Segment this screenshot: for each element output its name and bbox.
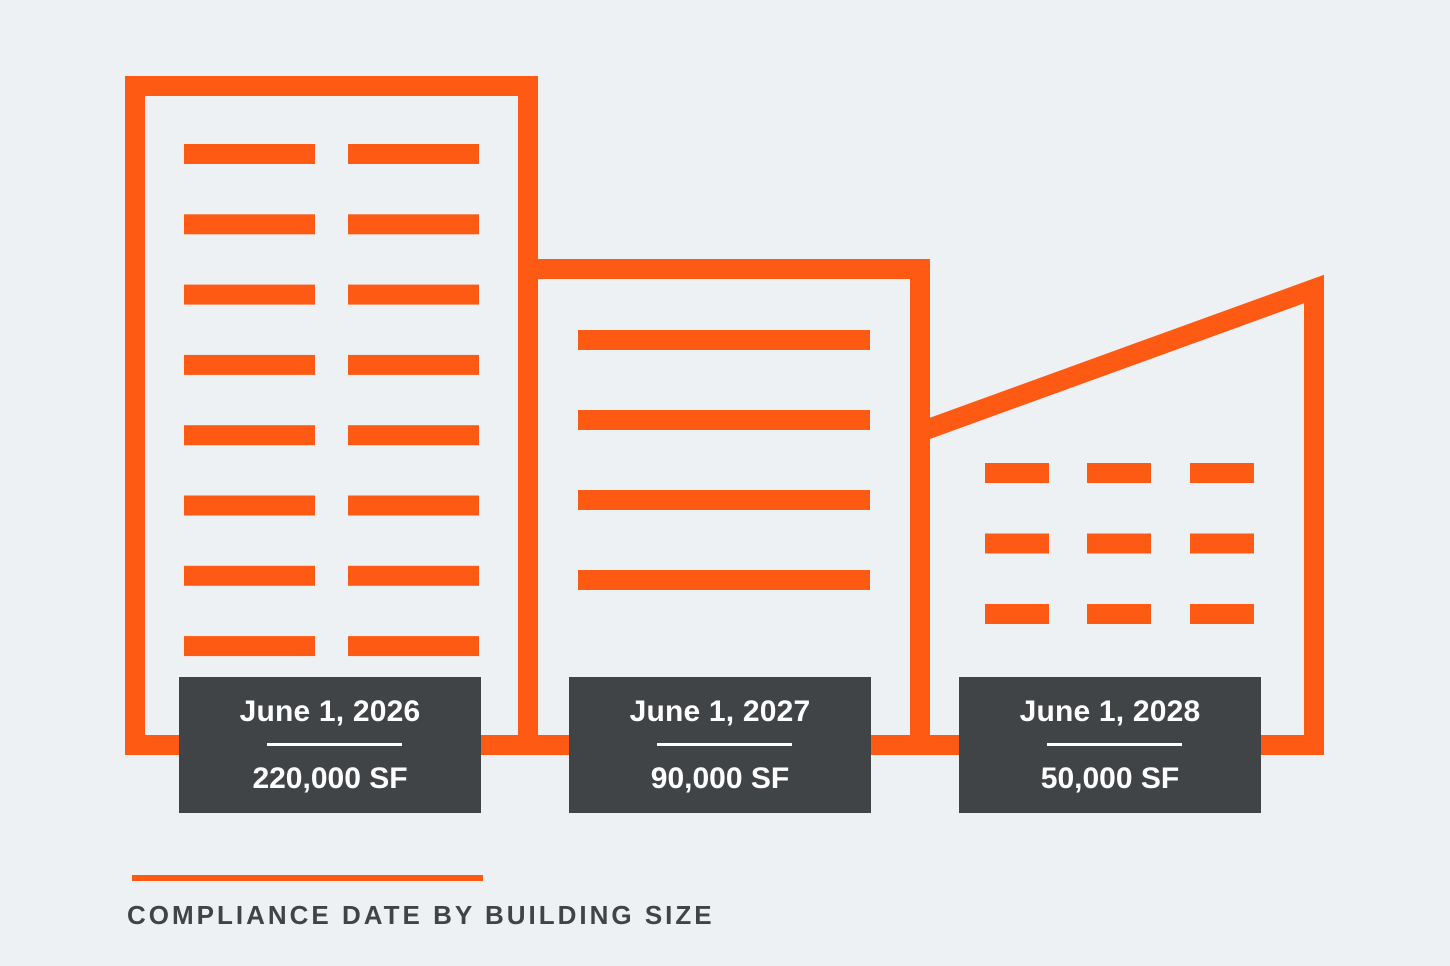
- window-bar: [1087, 533, 1151, 554]
- window-bar: [1190, 533, 1254, 554]
- window-bar: [348, 354, 479, 375]
- window-bar: [985, 533, 1049, 554]
- label-divider: [267, 743, 402, 746]
- label-divider: [1047, 743, 1182, 746]
- window-bar: [348, 565, 479, 586]
- window-bar: [578, 330, 870, 350]
- window-bar: [184, 354, 315, 375]
- window-bar: [184, 425, 315, 446]
- window-bar: [1190, 604, 1254, 624]
- window-bar: [348, 284, 479, 305]
- window-bar: [985, 604, 1049, 624]
- building-size: 50,000 SF: [1040, 762, 1180, 795]
- window-bar: [184, 144, 315, 164]
- window-bar: [1087, 604, 1151, 624]
- window-bar: [184, 284, 315, 305]
- compliance-date: June 1, 2028: [1019, 695, 1201, 728]
- window-bar: [348, 144, 479, 164]
- caption: COMPLIANCE DATE BY BUILDING SIZE: [127, 900, 715, 930]
- compliance-label-2027: June 1, 2027 90,000 SF: [569, 677, 871, 813]
- window-bar: [1087, 463, 1151, 483]
- compliance-date: June 1, 2026: [239, 695, 421, 728]
- compliance-label-2026: June 1, 2026 220,000 SF: [179, 677, 481, 813]
- window-bar: [578, 410, 870, 430]
- window-bar: [348, 636, 479, 657]
- compliance-label-2028: June 1, 2028 50,000 SF: [959, 677, 1261, 813]
- window-bar: [184, 495, 315, 516]
- window-bar: [1190, 463, 1254, 483]
- window-bar: [348, 495, 479, 516]
- window-bar: [578, 490, 870, 510]
- low-building-outline: [910, 274, 1324, 745]
- building-size: 220,000 SF: [252, 762, 408, 795]
- window-bar: [184, 214, 315, 235]
- window-bar: [985, 463, 1049, 483]
- caption-accent-line: [132, 875, 483, 881]
- window-bar: [578, 570, 870, 590]
- building-size: 90,000 SF: [650, 762, 790, 795]
- compliance-date: June 1, 2027: [629, 695, 811, 728]
- window-bar: [184, 636, 315, 657]
- window-bar: [348, 425, 479, 446]
- window-bar: [184, 565, 315, 586]
- label-divider: [657, 743, 792, 746]
- window-bar: [348, 214, 479, 235]
